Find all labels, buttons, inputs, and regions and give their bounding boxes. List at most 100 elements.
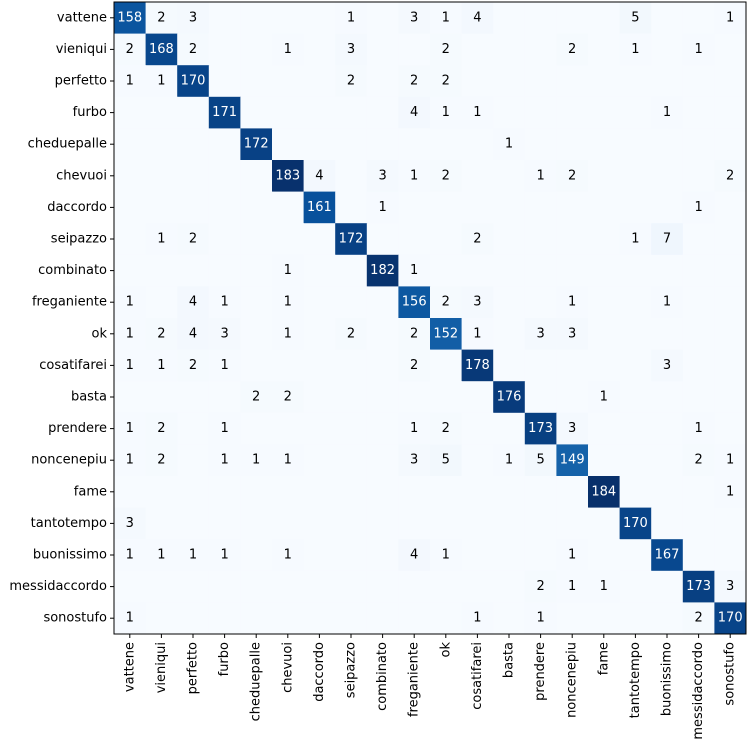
heatmap-cell <box>398 65 431 98</box>
heatmap-cell <box>114 191 147 224</box>
y-tick-label: combinato <box>38 263 107 278</box>
heatmap-cell <box>588 2 621 35</box>
cell-value-label: 1 <box>663 105 671 120</box>
heatmap-cell <box>240 318 273 351</box>
heatmap-cell <box>208 476 241 509</box>
heatmap-cell <box>145 254 178 287</box>
heatmap-cell <box>272 570 305 603</box>
heatmap-cell <box>272 444 305 477</box>
heatmap-cell <box>208 128 241 161</box>
heatmap-cell <box>493 160 526 193</box>
x-tick-label: sonostufo <box>723 642 738 706</box>
heatmap-cell <box>430 128 463 161</box>
x-tick-label: combinato <box>375 642 390 711</box>
heatmap-cell <box>651 444 684 477</box>
y-tick-label: vieniqui <box>56 42 107 57</box>
heatmap-cell <box>114 349 147 382</box>
heatmap-cell <box>651 570 684 603</box>
heatmap-cell <box>556 223 589 256</box>
cell-value-label: 5 <box>442 453 450 468</box>
cell-value-label: 3 <box>473 295 481 310</box>
heatmap-cell <box>461 254 494 287</box>
heatmap-cell <box>208 602 241 635</box>
heatmap-cell <box>430 33 463 66</box>
heatmap-cell <box>366 254 399 287</box>
cell-value-label: 170 <box>623 516 648 531</box>
heatmap-cell <box>651 412 684 445</box>
heatmap-cell <box>588 65 621 98</box>
heatmap-cell <box>588 476 621 509</box>
heatmap-cell <box>208 96 241 129</box>
heatmap-cell <box>714 33 747 66</box>
heatmap-cell <box>398 570 431 603</box>
heatmap-cell <box>272 191 305 224</box>
cell-value-label: 1 <box>536 611 544 626</box>
heatmap-cell <box>366 96 399 129</box>
heatmap-cell <box>651 223 684 256</box>
heatmap-cell <box>177 2 210 35</box>
heatmap-cell <box>556 412 589 445</box>
heatmap-cell <box>430 223 463 256</box>
heatmap-cell <box>556 2 589 35</box>
cell-value-label: 3 <box>378 168 386 183</box>
heatmap-cell <box>303 128 336 161</box>
heatmap-cell <box>366 65 399 98</box>
heatmap-cell <box>682 33 715 66</box>
heatmap-cell <box>398 128 431 161</box>
heatmap-cell <box>651 602 684 635</box>
cell-value-label: 149 <box>560 453 585 468</box>
heatmap-cell <box>303 349 336 382</box>
heatmap-cell <box>145 570 178 603</box>
cell-value-label: 171 <box>212 105 237 120</box>
x-tick-label: seipazzo <box>344 642 359 698</box>
heatmap-cell <box>588 191 621 224</box>
heatmap-cell <box>493 128 526 161</box>
heatmap-cell <box>714 223 747 256</box>
cell-value-label: 1 <box>442 105 450 120</box>
cell-value-label: 1 <box>126 548 134 563</box>
heatmap-cell <box>177 96 210 129</box>
heatmap-cell <box>272 602 305 635</box>
heatmap-cell <box>524 96 557 129</box>
heatmap-cell <box>619 444 652 477</box>
cell-value-label: 2 <box>442 74 450 89</box>
heatmap-cell <box>177 65 210 98</box>
heatmap-cell <box>430 539 463 572</box>
y-tick-label: cheduepalle <box>28 137 107 152</box>
heatmap-cell <box>335 444 368 477</box>
x-tick-label: cosatifarei <box>470 642 485 710</box>
heatmap-cell <box>524 128 557 161</box>
heatmap-cell <box>208 412 241 445</box>
heatmap-cell <box>114 476 147 509</box>
y-axis: vattene vieniqui perfetto furbo cheduepalle c… <box>9 10 114 626</box>
heatmap-cell <box>619 412 652 445</box>
heatmap-cell <box>461 507 494 540</box>
cell-value-label: 1 <box>473 611 481 626</box>
heatmap-cell <box>461 223 494 256</box>
heatmap-cell <box>588 254 621 287</box>
heatmap-cell <box>303 33 336 66</box>
heatmap-cell <box>556 65 589 98</box>
cell-value-label: 161 <box>307 200 332 215</box>
heatmap-cell <box>556 286 589 319</box>
heatmap-cell <box>682 570 715 603</box>
cell-value-label: 1 <box>505 453 513 468</box>
heatmap-cell <box>714 476 747 509</box>
heatmap-cell <box>682 65 715 98</box>
heatmap-cell <box>114 507 147 540</box>
y-tick-label: prendere <box>48 421 107 436</box>
y-tick-label: tantotempo <box>31 516 107 531</box>
heatmap-cell <box>588 412 621 445</box>
heatmap-cell <box>366 223 399 256</box>
heatmap-cell <box>366 444 399 477</box>
heatmap-cell <box>556 254 589 287</box>
cell-value-label: 173 <box>686 579 711 594</box>
cell-value-label: 1 <box>157 358 165 373</box>
heatmap-cell <box>619 539 652 572</box>
heatmap-cell <box>682 96 715 129</box>
plot-frame <box>113 1 747 635</box>
heatmap-cell <box>240 191 273 224</box>
cell-value-label: 1 <box>410 168 418 183</box>
heatmap-cell <box>398 318 431 351</box>
heatmap-cell <box>682 381 715 414</box>
